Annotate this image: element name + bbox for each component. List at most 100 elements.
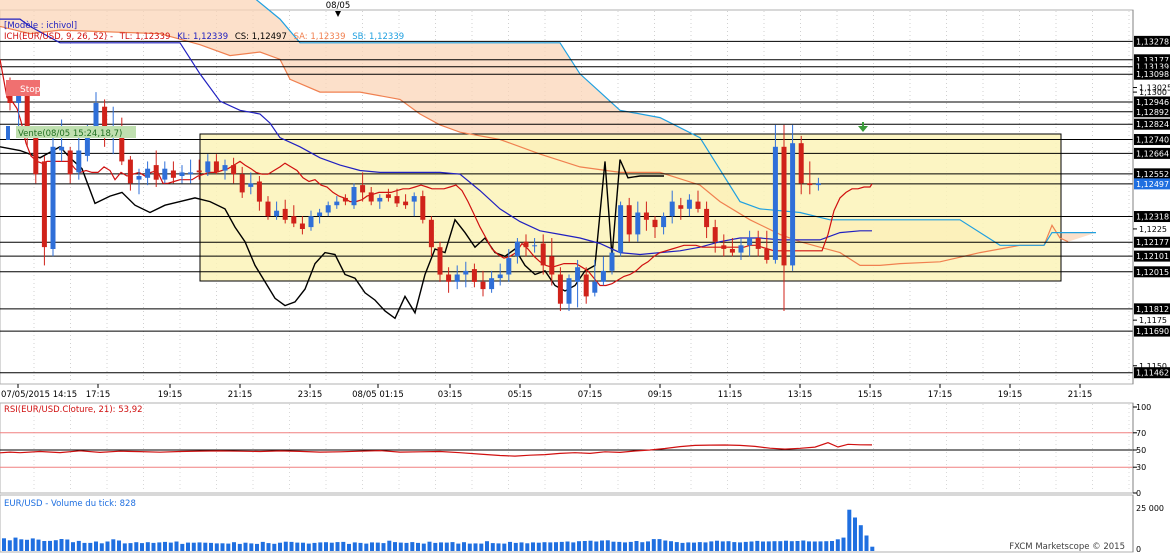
price-level-box xyxy=(1134,134,1170,146)
rsi-label: RSI(EUR/USD.Cloture, 21): 53,92 xyxy=(4,405,143,415)
price-level-label: 1,12892 xyxy=(1136,108,1169,117)
sell-annotation: Vente(08/05 15:24,18,7) xyxy=(18,129,122,139)
volume-bar xyxy=(272,543,277,551)
volume-bar xyxy=(13,537,18,551)
volume-bar xyxy=(174,541,179,551)
volume-bar xyxy=(157,542,162,551)
volume-bar xyxy=(398,542,403,551)
volume-bar xyxy=(387,540,392,551)
price-level-box xyxy=(1134,96,1170,108)
volume-bar xyxy=(393,542,397,551)
volume-bar xyxy=(226,543,231,551)
volume-bar xyxy=(467,543,472,551)
volume-bar xyxy=(789,541,794,551)
volume-bar xyxy=(36,539,41,551)
volume-bar xyxy=(697,542,702,551)
candle-body xyxy=(256,181,262,202)
price-level-box xyxy=(1134,54,1170,66)
volume-bar xyxy=(260,541,265,551)
price-level-box xyxy=(1134,325,1170,337)
candle-body xyxy=(33,135,39,175)
time-tick-label: 17:15 xyxy=(86,390,111,400)
volume-bar xyxy=(232,542,236,551)
price-level-box xyxy=(1134,168,1170,180)
volume-bar xyxy=(720,541,725,551)
candle-body xyxy=(162,168,168,180)
kijun-sen-line xyxy=(0,18,872,256)
volume-bar xyxy=(105,541,110,551)
price-level-box xyxy=(1134,68,1170,80)
volume-bar xyxy=(301,542,305,551)
volume-bar xyxy=(628,541,633,551)
current-price-label: 1,12497 xyxy=(1136,180,1169,189)
volume-bar xyxy=(186,542,190,551)
candle-body xyxy=(635,212,641,235)
volume-bar xyxy=(416,542,420,551)
volume-bar xyxy=(335,542,340,551)
candle-body xyxy=(463,270,469,275)
tenkan-sen-line xyxy=(0,59,873,287)
candle-body xyxy=(798,143,804,184)
volume-bar xyxy=(65,539,70,551)
volume-bar xyxy=(450,542,455,551)
price-level-label: 1,11462 xyxy=(1136,369,1169,378)
price-level-label: 1,12824 xyxy=(1136,120,1169,129)
candle-body xyxy=(127,159,133,184)
candle-body xyxy=(704,208,710,228)
price-level-label: 1,12740 xyxy=(1136,136,1169,145)
volume-bar xyxy=(122,543,127,551)
price-level-box xyxy=(1134,250,1170,262)
volume-bar xyxy=(128,543,133,551)
time-tick-label: 13:15 xyxy=(788,390,813,400)
candle-body xyxy=(566,278,572,304)
cloud-fill xyxy=(0,0,1096,266)
volume-bar xyxy=(53,540,58,551)
volume-bar xyxy=(283,541,288,551)
candle-body xyxy=(342,197,348,202)
volume-bar xyxy=(830,541,834,551)
volume-bar xyxy=(352,542,357,551)
candle-body xyxy=(592,281,598,293)
volume-bar xyxy=(531,542,535,551)
candle-body xyxy=(540,243,546,266)
rsi-line xyxy=(0,442,873,457)
time-tick-label: 07:15 xyxy=(578,390,603,400)
candle-body xyxy=(265,201,271,217)
volume-bar xyxy=(168,542,173,551)
volume-bar xyxy=(490,543,495,551)
time-tick-label: 09:15 xyxy=(648,390,673,400)
candle-body xyxy=(394,196,400,204)
volume-bar xyxy=(59,539,64,551)
volume-bar xyxy=(766,541,771,551)
volume-bar xyxy=(473,543,478,551)
volume-bar xyxy=(444,542,449,551)
volume-bar xyxy=(640,542,645,551)
candle-body xyxy=(411,196,417,202)
candle-body xyxy=(764,249,770,260)
volume-bar xyxy=(341,541,346,551)
volume-bar xyxy=(508,541,512,551)
price-level-label: 1,12015 xyxy=(1136,268,1169,277)
volume-bar xyxy=(807,541,811,551)
current-price-box xyxy=(1134,178,1170,190)
price-level-label: 1,11812 xyxy=(1136,305,1169,314)
price-level-box xyxy=(1134,266,1170,278)
volume-bar xyxy=(784,540,788,551)
volume-bar xyxy=(554,542,558,551)
price-level-label: 1,12552 xyxy=(1136,170,1169,179)
candle-body xyxy=(196,170,202,173)
time-tick-label: 03:15 xyxy=(438,390,463,400)
volume-bar xyxy=(134,542,139,551)
volume-axis-label: 25 000 xyxy=(1136,504,1164,513)
rsi-axis-label: 70 xyxy=(1136,429,1146,438)
rsi-axis: 100 70 50 30 0 xyxy=(1132,403,1151,498)
volume-bar xyxy=(674,542,679,551)
volume-bar xyxy=(306,543,311,551)
volume-axis-label: 0 xyxy=(1136,545,1141,553)
candle-body xyxy=(652,219,658,228)
candle-body xyxy=(84,132,90,156)
volume-bar xyxy=(761,541,765,551)
candle-body xyxy=(815,183,821,186)
volume-bar xyxy=(663,540,668,551)
volume-bar xyxy=(82,542,87,551)
